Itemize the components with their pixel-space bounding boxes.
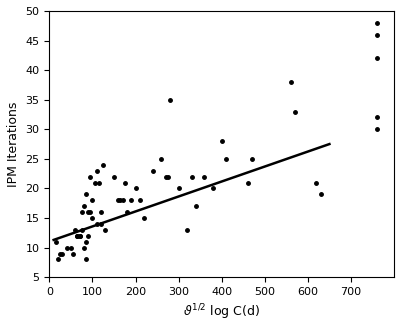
Point [184,227,190,233]
Point [167,97,173,102]
Point [162,174,169,179]
Y-axis label: IPM Iterations: IPM Iterations [7,101,20,187]
Point [81,204,87,209]
Point [219,139,225,144]
X-axis label: $\vartheta^{1/2}$ log C(d): $\vartheta^{1/2}$ log C(d) [183,302,260,322]
Point [223,156,229,162]
Point [192,204,199,209]
Point [72,227,79,233]
Point [53,239,59,244]
Point [74,233,81,239]
Point [119,198,126,203]
Point [83,257,89,262]
Point [83,192,89,197]
Point [63,245,70,250]
Point [57,251,63,256]
Point [124,210,130,215]
Point [165,174,171,179]
Point [132,186,139,191]
Point [83,239,89,244]
Point [374,20,380,25]
Point [292,109,298,114]
Point [76,233,83,239]
Point [288,79,294,85]
Point [98,210,104,215]
Point [89,198,96,203]
Point [137,198,143,203]
Point [201,174,208,179]
Point [76,233,83,239]
Point [79,227,85,233]
Point [89,215,96,221]
Point [374,127,380,132]
Point [70,251,76,256]
Point [91,180,98,185]
Point [249,156,255,162]
Point [318,192,324,197]
Point [81,245,87,250]
Point [93,221,100,227]
Point [210,186,216,191]
Point [115,198,122,203]
Point [374,56,380,61]
Point [128,198,134,203]
Point [87,174,93,179]
Point [85,233,91,239]
Point [87,210,93,215]
Point [150,168,156,173]
Point [74,233,81,239]
Point [111,174,117,179]
Point [188,174,195,179]
Point [79,210,85,215]
Point [122,180,128,185]
Point [68,245,74,250]
Point [313,180,320,185]
Point [117,198,124,203]
Point [102,227,109,233]
Point [98,221,104,227]
Point [59,251,65,256]
Point [374,32,380,37]
Point [85,210,91,215]
Point [374,115,380,120]
Point [175,186,182,191]
Point [55,257,61,262]
Point [244,180,251,185]
Point [141,215,147,221]
Point [93,168,100,173]
Point [96,180,102,185]
Point [100,162,106,167]
Point [158,156,164,162]
